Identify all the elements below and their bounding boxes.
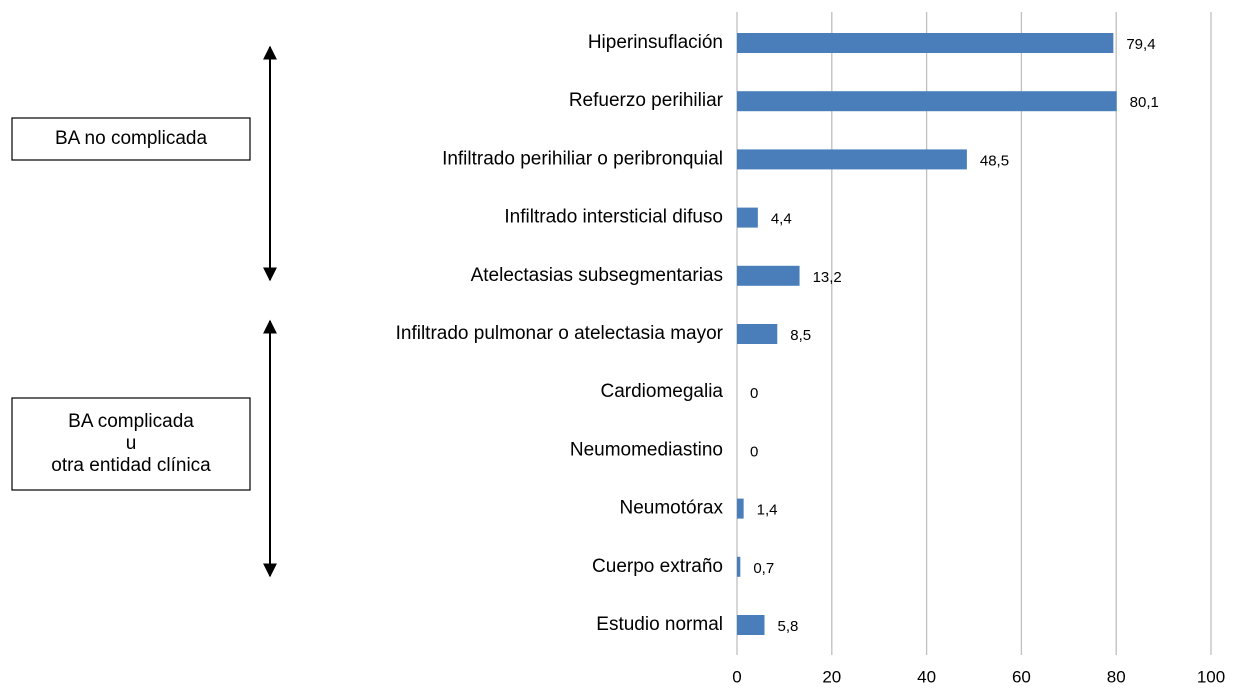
y-tick-label: Hiperinsuflación xyxy=(588,32,723,53)
value-label: 5,8 xyxy=(777,618,798,635)
bar xyxy=(737,149,967,170)
value-label: 79,4 xyxy=(1126,36,1155,53)
x-tick-label: 100 xyxy=(1197,667,1225,686)
value-label: 0 xyxy=(750,443,758,460)
value-label: 4,4 xyxy=(771,211,792,228)
bar xyxy=(737,324,778,344)
bar xyxy=(737,33,1114,53)
y-tick-label: Infiltrado perihiliar o peribronquial xyxy=(442,148,723,169)
value-label: 8,5 xyxy=(790,327,811,344)
x-tick-label: 20 xyxy=(822,667,841,686)
y-tick-label: Infiltrado intersticial difuso xyxy=(504,207,723,228)
value-label: 80,1 xyxy=(1130,94,1159,111)
bar xyxy=(737,91,1117,112)
value-label: 0 xyxy=(750,385,758,402)
value-label: 0,7 xyxy=(753,560,774,577)
annotation-text: u xyxy=(126,433,137,454)
bar xyxy=(737,615,765,635)
x-tick-label: 80 xyxy=(1107,667,1126,686)
annotation-text: BA complicada xyxy=(68,411,194,432)
y-tick-label: Neumomediastino xyxy=(570,439,723,460)
x-tick-label: 60 xyxy=(1012,667,1031,686)
bar xyxy=(737,265,800,286)
x-tick-label: 0 xyxy=(732,667,741,686)
value-label: 48,5 xyxy=(980,152,1009,169)
annotation-text: otra entidad clínica xyxy=(51,455,211,476)
annotation-box xyxy=(11,117,251,161)
y-tick-label: Cuerpo extraño xyxy=(592,556,723,577)
y-tick-label: Refuerzo perihiliar xyxy=(569,90,724,111)
bar xyxy=(737,207,758,228)
y-tick-label: Cardiomegalia xyxy=(600,381,723,402)
y-tick-label: Neumotórax xyxy=(620,498,724,519)
bar xyxy=(737,556,741,577)
y-tick-label: Atelectasias subsegmentarias xyxy=(471,265,723,286)
y-tick-label: Estudio normal xyxy=(596,614,723,635)
annotation-box xyxy=(11,397,251,491)
annotation-text: BA no complicada xyxy=(55,128,208,149)
y-tick-label: Infiltrado pulmonar o atelectasia mayor xyxy=(396,323,724,344)
bar xyxy=(737,498,744,519)
value-label: 1,4 xyxy=(757,502,778,519)
x-tick-label: 40 xyxy=(917,667,936,686)
value-label: 13,2 xyxy=(813,269,842,286)
